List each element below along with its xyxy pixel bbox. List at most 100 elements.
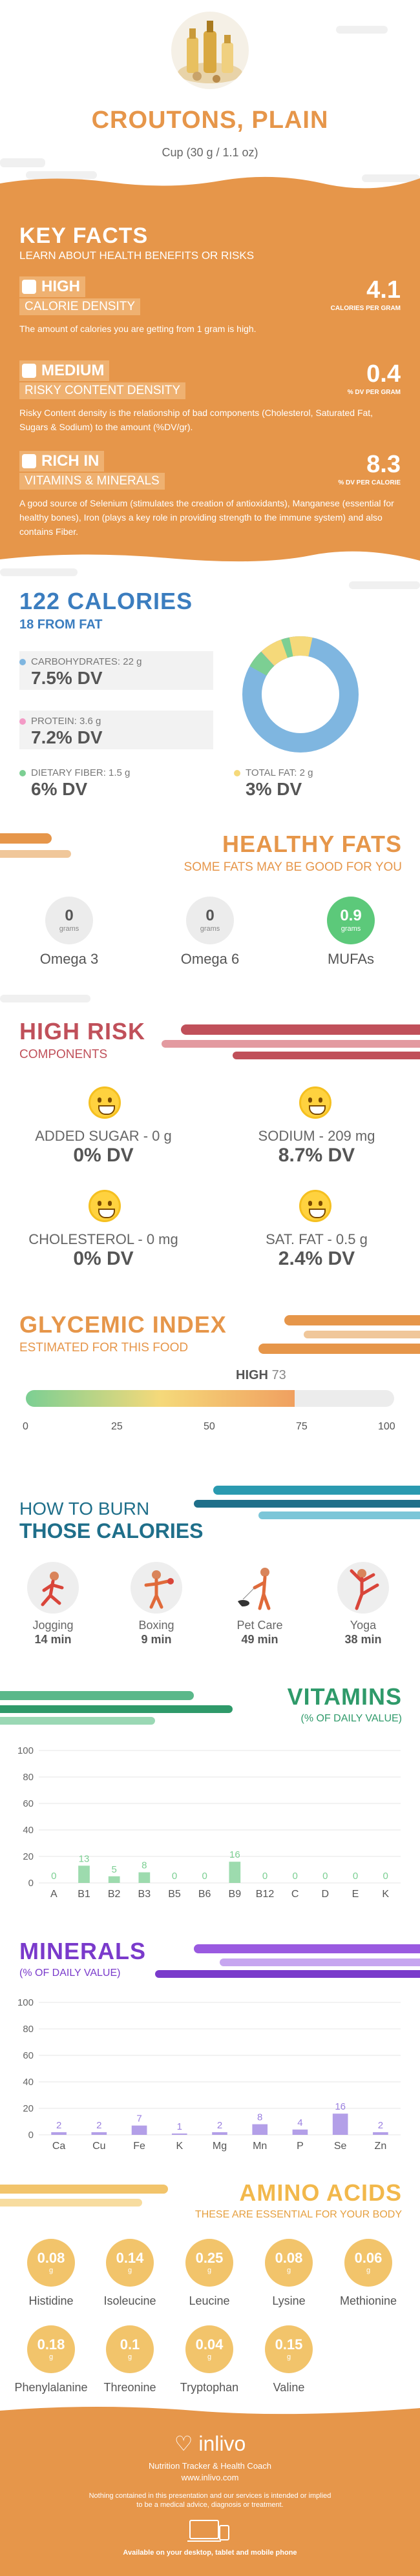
added-sugar-label: ADDED SUGAR - 0 g bbox=[35, 1128, 172, 1144]
data-label: 4 bbox=[297, 2117, 302, 2128]
protein-box bbox=[19, 711, 213, 749]
decor-bar bbox=[0, 1691, 194, 1700]
omega6-label: Omega 6 bbox=[180, 951, 240, 967]
activity-name: Boxing bbox=[138, 1619, 174, 1632]
bar bbox=[108, 1876, 120, 1883]
amino-section: AMINO ACIDS THESE ARE ESSENTIAL FOR YOUR… bbox=[0, 2177, 420, 2416]
data-label: 0 bbox=[322, 1871, 328, 1882]
fact-value: 8.3 bbox=[366, 451, 401, 478]
x-tick-label: D bbox=[322, 1889, 330, 1900]
amino-label: Isoleucine bbox=[103, 2294, 156, 2307]
footer-tagline: Nutrition Tracker & Health Coach bbox=[148, 2461, 272, 2471]
decor-bar bbox=[213, 1486, 420, 1495]
decor-bar bbox=[194, 1944, 420, 1953]
x-tick-label: C bbox=[291, 1889, 299, 1900]
footer-available: Available on your desktop, tablet and mo… bbox=[123, 2549, 297, 2557]
data-label: 7 bbox=[136, 2114, 142, 2124]
yoga-icon bbox=[337, 1562, 389, 1614]
high-risk-subtitle: COMPONENTS bbox=[19, 1048, 108, 1061]
x-tick-label: B1 bbox=[78, 1889, 90, 1900]
x-tick-label: P bbox=[297, 2141, 304, 2152]
check-icon bbox=[22, 454, 36, 468]
y-tick-label: 40 bbox=[23, 1825, 34, 1836]
carbs-box bbox=[19, 651, 213, 690]
minerals-subtitle: (% OF DAILY VALUE) bbox=[19, 1968, 121, 1979]
x-tick-label: B5 bbox=[168, 1889, 181, 1900]
data-label: 2 bbox=[96, 2120, 101, 2131]
x-tick-label: Zn bbox=[375, 2141, 387, 2152]
wave-divider bbox=[0, 2407, 420, 2418]
data-label: 0 bbox=[262, 1871, 268, 1882]
data-label: 2 bbox=[378, 2120, 383, 2131]
data-label: 13 bbox=[79, 1853, 90, 1864]
x-tick-label: B3 bbox=[138, 1889, 151, 1900]
gi-bar bbox=[26, 1390, 394, 1407]
glycemic-subtitle: ESTIMATED FOR THIS FOOD bbox=[19, 1341, 189, 1355]
bar bbox=[51, 2132, 67, 2135]
devices-icon bbox=[187, 2520, 229, 2542]
activity-name: Pet Care bbox=[236, 1619, 283, 1632]
sodium-label: SODIUM - 209 mg bbox=[258, 1128, 375, 1144]
added-sugar-dv: 0% DV bbox=[73, 1145, 134, 1166]
decor-bar bbox=[155, 1970, 420, 1978]
activity-time: 14 min bbox=[34, 1633, 72, 1646]
amino-label: Valine bbox=[273, 2381, 305, 2394]
amino-label: Lysine bbox=[272, 2294, 306, 2307]
gi-tick: 0 bbox=[23, 1421, 28, 1432]
bar bbox=[229, 1862, 241, 1883]
amino-circle: 0.14 g bbox=[106, 2239, 154, 2287]
carbs-dot bbox=[19, 659, 26, 665]
decor-bar bbox=[304, 1331, 420, 1338]
footer-url[interactable]: www.inlivo.com bbox=[181, 2473, 239, 2482]
y-tick-label: 40 bbox=[23, 2077, 34, 2088]
warning-icon bbox=[22, 364, 36, 378]
cholesterol-label: CHOLESTEROL - 0 mg bbox=[28, 1231, 178, 1247]
amino-label: Leucine bbox=[189, 2294, 230, 2307]
carbs-dv: 7.5% DV bbox=[31, 668, 103, 688]
high-risk-section: HIGH RISK COMPONENTS ADDED SUGAR - 0 g 0… bbox=[0, 995, 420, 1298]
data-label: 2 bbox=[217, 2120, 222, 2131]
level-badge: RICH IN bbox=[19, 451, 105, 472]
decor-bar bbox=[0, 833, 52, 844]
amino-circle: 0.08 g bbox=[265, 2239, 313, 2287]
x-tick-label: K bbox=[176, 2141, 183, 2152]
minerals-section: MINERALS (% OF DAILY VALUE) 100 80 60 40 20 0… bbox=[0, 1931, 420, 2177]
decor-bar bbox=[0, 1705, 233, 1713]
gi-level: HIGH 73 bbox=[236, 1368, 286, 1382]
bar bbox=[252, 2124, 268, 2135]
y-tick-label: 80 bbox=[23, 1772, 34, 1783]
data-label: 0 bbox=[51, 1871, 56, 1882]
data-label: 5 bbox=[111, 1864, 116, 1875]
heart-icon: ♡ bbox=[174, 2432, 193, 2455]
level-badge: HIGH bbox=[19, 276, 85, 297]
amino-circle: 0.04 g bbox=[185, 2325, 233, 2373]
sat-fat-dv: 2.4% DV bbox=[278, 1248, 355, 1269]
fat-dv: 3% DV bbox=[246, 779, 302, 799]
amino-circle: 0.15 g bbox=[265, 2325, 313, 2373]
y-tick-label: 20 bbox=[23, 2103, 34, 2114]
cholesterol-dv: 0% DV bbox=[73, 1248, 134, 1269]
gi-tick: 75 bbox=[296, 1421, 308, 1432]
serving-size: Cup (30 g / 1.1 oz) bbox=[162, 146, 258, 159]
activity-name: Jogging bbox=[32, 1619, 74, 1632]
amino-circle: 0.08 g bbox=[27, 2239, 75, 2287]
amino-label: Histidine bbox=[28, 2294, 74, 2307]
amino-label: Tryptophan bbox=[180, 2381, 239, 2394]
vitamins-title: VITAMINS bbox=[287, 1683, 402, 1710]
activity-name: Yoga bbox=[350, 1619, 377, 1632]
gi-tick: 25 bbox=[111, 1421, 123, 1432]
key-facts-section: KEY FACTS LEARN ABOUT HEALTH BENEFITS OR… bbox=[0, 194, 420, 568]
calorie-donut-chart bbox=[242, 636, 359, 753]
footer-disclaimer-2: to be a medical advice, diagnosis or tre… bbox=[136, 2501, 284, 2509]
healthy-fats-section: HEALTHY FATS SOME FATS MAY BE GOOD FOR Y… bbox=[0, 820, 420, 995]
activity-time: 49 min bbox=[241, 1633, 278, 1646]
header: CROUTONS, PLAIN Cup (30 g / 1.1 oz) bbox=[0, 0, 420, 194]
bar bbox=[138, 1872, 151, 1883]
fact-description: Risky Content density is the relationshi… bbox=[19, 408, 373, 432]
decor-bar bbox=[162, 1040, 420, 1048]
fact-description: The amount of calories you are getting f… bbox=[19, 324, 257, 334]
data-label: 0 bbox=[202, 1871, 207, 1882]
decor-bar bbox=[258, 1511, 420, 1519]
calories-section: 122 CALORIES 18 FROM FAT CARBOHYDRATES: … bbox=[0, 568, 420, 820]
data-label: 0 bbox=[383, 1871, 388, 1882]
